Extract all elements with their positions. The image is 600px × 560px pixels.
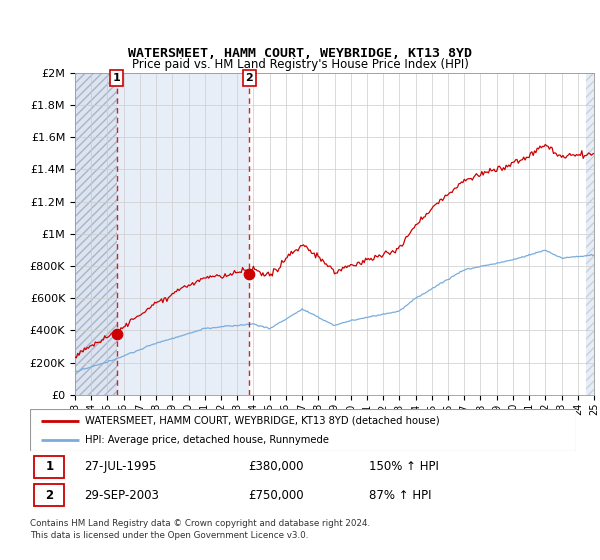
- Text: WATERSMEET, HAMM COURT, WEYBRIDGE, KT13 8YD (detached house): WATERSMEET, HAMM COURT, WEYBRIDGE, KT13 …: [85, 416, 439, 426]
- Text: 1: 1: [46, 460, 53, 473]
- Text: 27-JUL-1995: 27-JUL-1995: [85, 460, 157, 473]
- Text: Price paid vs. HM Land Registry's House Price Index (HPI): Price paid vs. HM Land Registry's House …: [131, 58, 469, 71]
- Bar: [586, 73, 594, 395]
- Point: [245, 269, 254, 278]
- Bar: [75, 73, 116, 395]
- Text: £750,000: £750,000: [248, 488, 304, 502]
- Bar: [34, 484, 64, 506]
- Bar: [586, 73, 594, 395]
- Text: 87% ↑ HPI: 87% ↑ HPI: [368, 488, 431, 502]
- Text: Contains HM Land Registry data © Crown copyright and database right 2024.: Contains HM Land Registry data © Crown c…: [30, 519, 370, 528]
- Text: 29-SEP-2003: 29-SEP-2003: [85, 488, 160, 502]
- Bar: [116, 73, 250, 395]
- Text: 2: 2: [46, 488, 53, 502]
- Text: WATERSMEET, HAMM COURT, WEYBRIDGE, KT13 8YD: WATERSMEET, HAMM COURT, WEYBRIDGE, KT13 …: [128, 47, 472, 60]
- Text: 1: 1: [113, 73, 121, 83]
- Text: This data is licensed under the Open Government Licence v3.0.: This data is licensed under the Open Gov…: [30, 531, 308, 540]
- Bar: [34, 456, 64, 478]
- Text: HPI: Average price, detached house, Runnymede: HPI: Average price, detached house, Runn…: [85, 435, 329, 445]
- Text: 2: 2: [245, 73, 253, 83]
- Point: [112, 329, 121, 338]
- Bar: [75, 73, 116, 395]
- Text: £380,000: £380,000: [248, 460, 304, 473]
- Text: 150% ↑ HPI: 150% ↑ HPI: [368, 460, 439, 473]
